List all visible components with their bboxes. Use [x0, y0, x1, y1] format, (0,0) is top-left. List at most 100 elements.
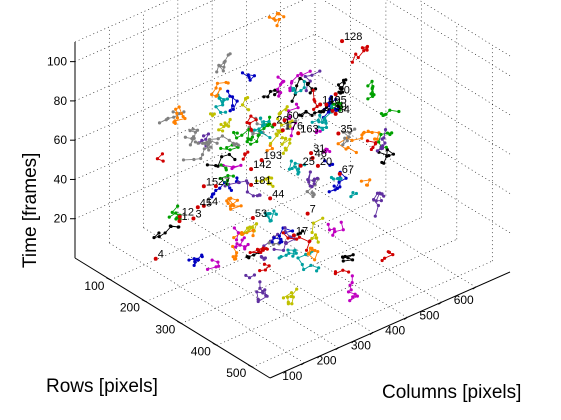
track-id-label: 3 [195, 209, 201, 221]
trajectory-point [299, 89, 303, 93]
trajectory-point [318, 69, 322, 73]
trajectory-point [220, 155, 224, 159]
trajectory-point [257, 127, 261, 131]
trajectory-point [333, 188, 337, 192]
trajectory-point [246, 137, 250, 141]
trajectory-point [303, 163, 307, 167]
trajectory-point [338, 185, 342, 189]
trajectory-point [251, 132, 255, 136]
trajectory-point [215, 141, 219, 145]
trajectory-point [248, 121, 252, 125]
trajectory-point [250, 225, 255, 230]
trajectory-point [346, 145, 350, 150]
trajectory-point [334, 97, 338, 102]
trajectory-point [379, 145, 383, 149]
trajectory-point [255, 290, 259, 294]
trajectory-point [263, 268, 268, 272]
trajectory-point [262, 262, 267, 266]
trajectory-point [177, 105, 181, 109]
trajectory-point [339, 102, 343, 106]
trajectory-point [220, 100, 225, 104]
trajectory-point [346, 256, 350, 260]
track-end-point [336, 131, 341, 136]
trajectory-point [204, 137, 208, 141]
trajectory-point [205, 140, 209, 144]
trajectory-point [191, 127, 195, 131]
trajectory-point [359, 179, 364, 183]
trajectory-point [193, 140, 197, 144]
trajectory-point [177, 225, 181, 229]
z-tick-label: 40 [54, 172, 68, 186]
trajectory-point [240, 103, 245, 107]
trajectory-point [345, 139, 349, 143]
trajectory-point [362, 130, 366, 134]
track-end-point [305, 211, 310, 216]
trajectory-point [210, 192, 215, 196]
trajectory-point [310, 73, 314, 77]
trajectory-point [272, 247, 276, 251]
track-id-label: 128 [344, 31, 362, 43]
track-id-label: 67 [342, 164, 354, 176]
trajectory-point [258, 286, 262, 290]
track-id-label: 35 [340, 123, 352, 135]
trajectory-point [278, 240, 282, 245]
trajectory-point [245, 190, 249, 194]
trajectory-point [310, 120, 314, 124]
track-id-label: 1 [181, 211, 187, 223]
trajectory-point [235, 198, 240, 202]
trajectory-point [219, 110, 223, 115]
trajectory-point [163, 231, 167, 235]
track-end-point [318, 102, 323, 107]
trajectory-point [174, 107, 178, 111]
trajectory-point [366, 129, 370, 133]
track-id-label: 25 [303, 156, 315, 168]
trajectory-point [175, 116, 180, 120]
trajectory-point [260, 124, 265, 128]
trajectory-point [354, 52, 358, 56]
trajectory-point [236, 231, 240, 235]
trajectory-point [383, 141, 387, 145]
trajectory-point [214, 105, 218, 109]
trajectory-point [246, 150, 250, 154]
axes [70, 42, 511, 379]
trajectory-point [323, 159, 327, 163]
trajectory-point [264, 213, 268, 218]
trajectory-point [311, 221, 315, 225]
trajectory-point [344, 78, 348, 82]
trajectory-point [311, 194, 315, 199]
trajectory-point [218, 87, 222, 91]
trajectory-point [290, 229, 295, 233]
trajectory-point [277, 12, 281, 16]
trajectory-point [192, 257, 196, 261]
trajectory-point [241, 157, 245, 161]
trajectory-point [192, 157, 196, 162]
trajectory-point [329, 95, 333, 99]
trajectory-point [277, 94, 281, 98]
y-tick-label: 400 [191, 344, 211, 358]
trajectory-point [277, 234, 281, 238]
trajectory-point [226, 124, 231, 128]
trajectory-point [157, 231, 161, 235]
trajectory-point [229, 188, 234, 192]
trajectory-line [311, 217, 323, 233]
trajectory-point [232, 204, 236, 208]
trajectory-point [222, 60, 226, 65]
trajectory-point [318, 129, 322, 133]
trajectory-point [267, 119, 271, 124]
trajectory-point [292, 88, 296, 92]
trajectory-point [295, 287, 299, 291]
track-id-label: 195 [328, 95, 346, 107]
trajectory-point [221, 103, 225, 107]
trajectory-point [280, 123, 284, 127]
trajectory-point [223, 121, 227, 125]
track-end-point [337, 171, 342, 176]
trajectory-point [390, 131, 394, 135]
trajectory-point [257, 193, 262, 197]
track-id-label: 60 [287, 110, 299, 122]
trajectory-point [336, 142, 340, 146]
trajectory-point [206, 132, 211, 136]
z-tick-label: 20 [54, 212, 68, 226]
trajectory-point [240, 71, 245, 75]
trajectory-point [192, 136, 196, 140]
trajectory-point [351, 295, 355, 299]
